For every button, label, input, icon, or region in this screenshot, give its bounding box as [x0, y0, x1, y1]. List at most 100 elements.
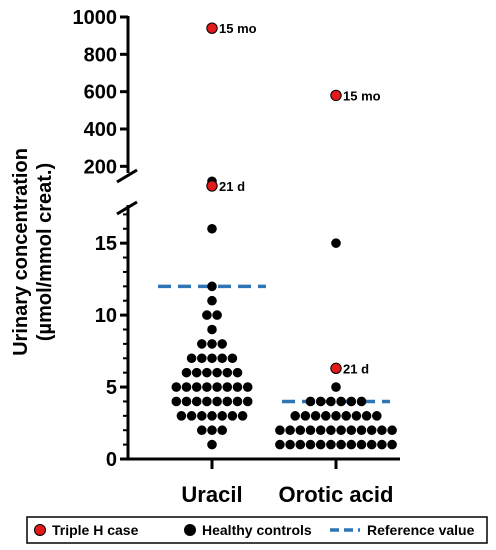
data-point-healthy	[361, 411, 372, 421]
data-point-healthy	[295, 439, 306, 450]
data-point-healthy	[232, 367, 243, 378]
y-axis-title-line-2: (µmol/mmol creat.)	[34, 163, 56, 341]
data-point-healthy	[181, 382, 192, 392]
data-point-healthy	[191, 382, 202, 392]
data-point-healthy	[305, 439, 316, 450]
data-point-healthy	[212, 382, 222, 392]
data-point-healthy	[227, 411, 238, 421]
data-point-healthy	[217, 411, 227, 421]
legend: Triple H case Healthy controls Reference v…	[26, 516, 488, 544]
data-point-label: 15 mo	[343, 88, 381, 103]
y-tick-label: 10	[95, 305, 117, 327]
data-point-healthy	[377, 439, 387, 450]
data-point-healthy	[181, 396, 192, 407]
data-point-healthy	[315, 439, 326, 450]
y-tick-label: 600	[84, 82, 117, 104]
point-labels: 15 mo 21 d 15 mo 21 d	[219, 21, 381, 376]
data-point-healthy	[207, 339, 217, 349]
data-point-label: 15 mo	[219, 21, 257, 36]
data-point-healthy	[326, 439, 336, 450]
data-point-healthy	[207, 295, 217, 306]
data-point-healthy	[242, 396, 253, 407]
y-tick-label: 1000	[73, 7, 118, 29]
reference-lines	[158, 284, 390, 404]
data-point-healthy	[326, 425, 336, 436]
data-point-healthy	[331, 411, 341, 421]
data-point-triple-h	[206, 22, 218, 34]
data-point-healthy	[217, 425, 227, 436]
data-point-healthy	[171, 396, 182, 407]
data-point-healthy	[181, 367, 192, 378]
data-point-healthy	[315, 425, 326, 436]
data-point-healthy	[290, 411, 301, 421]
data-point-healthy	[186, 353, 197, 364]
data-point-healthy	[356, 425, 367, 436]
data-point-healthy	[366, 425, 377, 436]
data-point-healthy	[346, 439, 357, 450]
data-point-healthy	[387, 439, 397, 450]
data-point-healthy	[202, 367, 212, 378]
data-point-healthy	[212, 367, 222, 378]
data-point-healthy	[207, 439, 217, 450]
data-point-triple-h	[330, 89, 342, 102]
data-point-healthy	[356, 396, 367, 407]
x-tick-label: Orotic acid	[279, 482, 394, 507]
data-point-healthy	[310, 411, 321, 421]
data-points	[171, 22, 397, 450]
legend-label: Healthy controls	[202, 522, 312, 538]
data-point-healthy	[197, 411, 207, 421]
data-point-healthy	[237, 411, 248, 421]
data-point-healthy	[217, 353, 227, 364]
y-tick-label: 5	[106, 377, 117, 399]
data-point-healthy	[202, 382, 212, 392]
data-point-healthy	[305, 425, 316, 436]
data-point-healthy	[321, 411, 331, 421]
data-point-healthy	[336, 439, 346, 450]
data-point-healthy	[275, 425, 285, 436]
data-point-healthy	[305, 396, 316, 407]
data-point-healthy	[227, 353, 238, 364]
data-point-healthy	[197, 353, 207, 364]
axis-break-mark	[116, 168, 138, 184]
data-point-healthy	[326, 396, 336, 407]
data-point-healthy	[372, 411, 382, 421]
data-point-healthy	[217, 339, 227, 349]
x-tick-label: Uracil	[181, 482, 242, 507]
data-point-healthy	[186, 411, 197, 421]
data-point-healthy	[387, 425, 397, 436]
data-point-healthy	[346, 396, 357, 407]
data-point-healthy	[377, 425, 387, 436]
y-tick-label: 15	[95, 233, 117, 255]
data-point-healthy	[346, 425, 357, 436]
data-point-label: 21 d	[343, 361, 369, 376]
y-tick-label: 200	[84, 156, 117, 178]
data-point-healthy	[191, 367, 202, 378]
data-point-healthy	[222, 382, 233, 392]
legend-label: Triple H case	[52, 522, 139, 538]
axes: 200 400 600 800 1000 0 5 10 15 Uracil Orotic acid	[73, 7, 400, 507]
data-point-healthy	[191, 396, 202, 407]
data-point-healthy	[207, 324, 217, 335]
data-point-healthy	[242, 382, 253, 392]
data-point-healthy	[336, 396, 346, 407]
data-point-healthy	[207, 411, 217, 421]
data-point-healthy	[331, 382, 341, 392]
data-point-triple-h	[206, 180, 218, 192]
data-point-healthy	[356, 439, 367, 450]
data-point-healthy	[232, 396, 243, 407]
data-point-healthy	[366, 439, 377, 450]
data-point-healthy	[232, 382, 243, 392]
data-point-healthy	[202, 310, 212, 320]
data-point-healthy	[197, 339, 207, 349]
data-point-healthy	[300, 411, 311, 421]
y-tick-label: 400	[84, 119, 117, 141]
y-axis-title-line-1: Urinary concentration	[10, 148, 32, 356]
data-point-healthy	[207, 223, 217, 234]
data-point-healthy	[295, 425, 306, 436]
legend-marker	[34, 524, 46, 536]
data-point-healthy	[212, 396, 222, 407]
data-point-healthy	[315, 396, 326, 407]
data-point-healthy	[207, 425, 217, 436]
y-tick-label: 800	[84, 44, 117, 66]
